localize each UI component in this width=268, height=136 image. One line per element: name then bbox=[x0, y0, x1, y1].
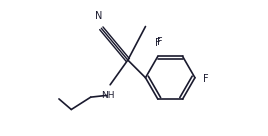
Text: NH: NH bbox=[101, 91, 114, 100]
Text: F: F bbox=[155, 38, 161, 48]
Text: F: F bbox=[157, 38, 162, 47]
Text: N: N bbox=[95, 11, 102, 21]
Text: F: F bbox=[203, 75, 209, 84]
